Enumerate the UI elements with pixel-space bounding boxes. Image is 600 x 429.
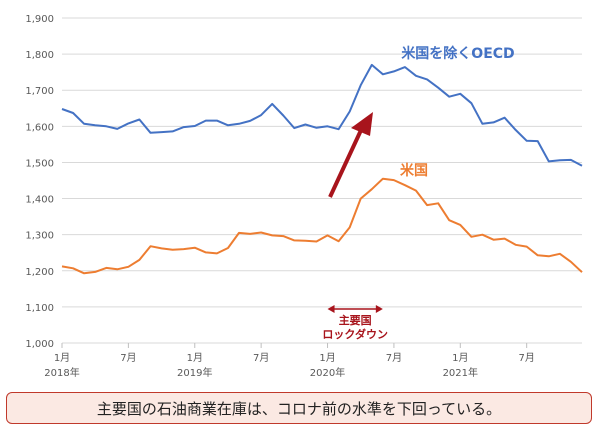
lockdown-label-line2: ロックダウン (322, 327, 388, 341)
x-tick-label: 7月 (253, 352, 269, 364)
lockdown-arrow-right (375, 305, 383, 313)
gridlines (62, 17, 582, 344)
trend-arrow-shaft (328, 127, 364, 198)
x-tick-year-label: 2021年 (443, 366, 478, 379)
lockdown-label-line1: 主要国 (339, 313, 372, 327)
x-axis: 1月 2018年 7月 1月 2019年 7月 1月 2020年 7月 1月 2021年 7月 (44, 343, 535, 379)
series-lines (61, 63, 583, 275)
line-chart: 1,000 1,100 1,200 1,300 1,400 1,500 1,600 1,700… (25, 14, 583, 379)
y-tick-label: 1,900 (25, 14, 54, 25)
x-tick-label: 1月 (452, 352, 468, 364)
series-label-us: 米国 (400, 162, 428, 179)
x-tick-year-label: 2020年 (310, 366, 345, 379)
y-tick-label: 1,300 (25, 231, 54, 242)
x-tick-label: 7月 (386, 352, 402, 364)
caption-text: 主要国の石油商業在庫は、コロナ前の水準を下回っている。 (96, 399, 502, 418)
x-tick-year-label: 2019年 (177, 366, 212, 379)
x-tick-label: 7月 (518, 352, 534, 364)
y-tick-label: 1,800 (25, 50, 54, 61)
series-line-oecd-ex-us (61, 63, 583, 167)
lockdown-arrow-left (327, 305, 335, 313)
y-tick-label: 1,200 (25, 267, 54, 278)
x-tick-year-label: 2018年 (44, 366, 79, 379)
y-tick-label: 1,400 (25, 195, 54, 206)
series-line-us (61, 177, 583, 275)
y-tick-label: 1,000 (25, 339, 54, 350)
y-tick-label: 1,500 (25, 158, 54, 169)
caption-box: 主要国の石油商業在庫は、コロナ前の水準を下回っている。 (6, 392, 592, 424)
y-tick-label: 1,600 (25, 122, 54, 133)
series-labels: 米国を除くOECD 米国 (400, 45, 515, 179)
x-tick-label: 7月 (120, 352, 136, 364)
trend-arrow-head (351, 112, 373, 136)
y-tick-label: 1,100 (25, 303, 54, 314)
x-tick-label: 1月 (187, 352, 203, 364)
x-tick-label: 1月 (319, 352, 335, 364)
series-label-oecd-ex-us: 米国を除くOECD (401, 45, 514, 62)
y-axis-ticks: 1,000 1,100 1,200 1,300 1,400 1,500 1,600 1,700… (25, 14, 54, 350)
x-tick-label: 1月 (54, 352, 70, 364)
y-tick-label: 1,700 (25, 86, 54, 97)
